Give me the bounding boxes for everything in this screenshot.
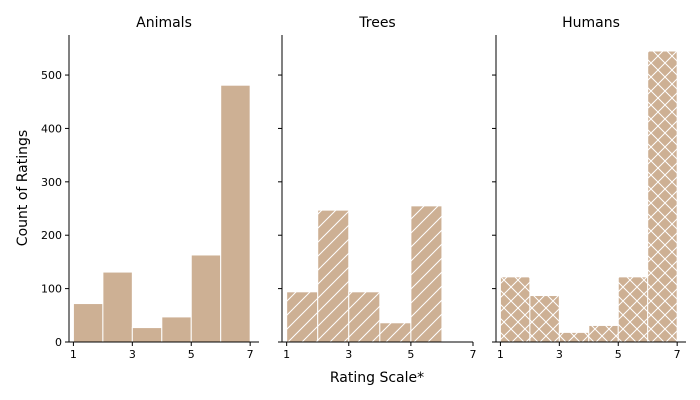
- bar-animals-4: [161, 316, 192, 343]
- bar-trees-4: [379, 322, 412, 343]
- bar-animals-3: [131, 327, 163, 343]
- panel-title: Animals: [136, 15, 192, 31]
- x-tick-label: 5: [407, 348, 414, 361]
- x-tick-label: 5: [188, 348, 195, 361]
- y-tick-label: 100: [41, 283, 62, 296]
- bar-animals-1: [72, 303, 104, 343]
- bar-humans-2: [529, 295, 560, 343]
- panel-humans: 1 3 5 7 Humans: [492, 15, 686, 361]
- bar-trees-1: [286, 291, 319, 343]
- bar-humans-6: [647, 50, 678, 343]
- bar-animals-5: [190, 254, 222, 343]
- x-tick-label: 3: [556, 348, 563, 361]
- panel-title: Humans: [562, 15, 620, 31]
- x-tick-label: 3: [345, 348, 352, 361]
- panel-title: Trees: [358, 15, 395, 31]
- panel-trees: 1 3 5 7 Trees: [278, 15, 477, 361]
- x-axis-title: Rating Scale*: [330, 370, 424, 386]
- bar-trees-3: [348, 291, 381, 343]
- bar-humans-1: [499, 276, 531, 343]
- x-tick-label: 3: [129, 348, 136, 361]
- x-tick-label: 1: [70, 348, 77, 361]
- bar-trees-5: [410, 205, 443, 343]
- bar-animals-2: [102, 271, 133, 343]
- bar-trees-2: [317, 209, 350, 343]
- bar-humans-5: [617, 276, 649, 343]
- panel-animals: 0 100 200 300 400 500 1 3 5 7 Animals: [41, 15, 259, 361]
- x-tick-label: 1: [283, 348, 290, 361]
- x-tick-label: 7: [674, 348, 681, 361]
- panels-layer: 0 100 200 300 400 500 1 3 5 7 Animals 1 3 5 7 Trees 1 3 5 7…: [41, 15, 686, 361]
- bar-humans-4: [588, 324, 619, 343]
- y-tick-label: 0: [55, 336, 62, 349]
- bar-humans-3: [558, 331, 590, 343]
- x-tick-label: 5: [615, 348, 622, 361]
- x-tick-label: 7: [470, 348, 477, 361]
- x-tick-label: 1: [497, 348, 504, 361]
- y-tick-label: 400: [41, 122, 62, 135]
- y-axis-title: Count of Ratings: [15, 130, 31, 246]
- bar-animals-6: [220, 84, 251, 343]
- y-tick-label: 500: [41, 69, 62, 82]
- x-tick-label: 7: [247, 348, 254, 361]
- y-tick-label: 200: [41, 229, 62, 242]
- y-tick-label: 300: [41, 176, 62, 189]
